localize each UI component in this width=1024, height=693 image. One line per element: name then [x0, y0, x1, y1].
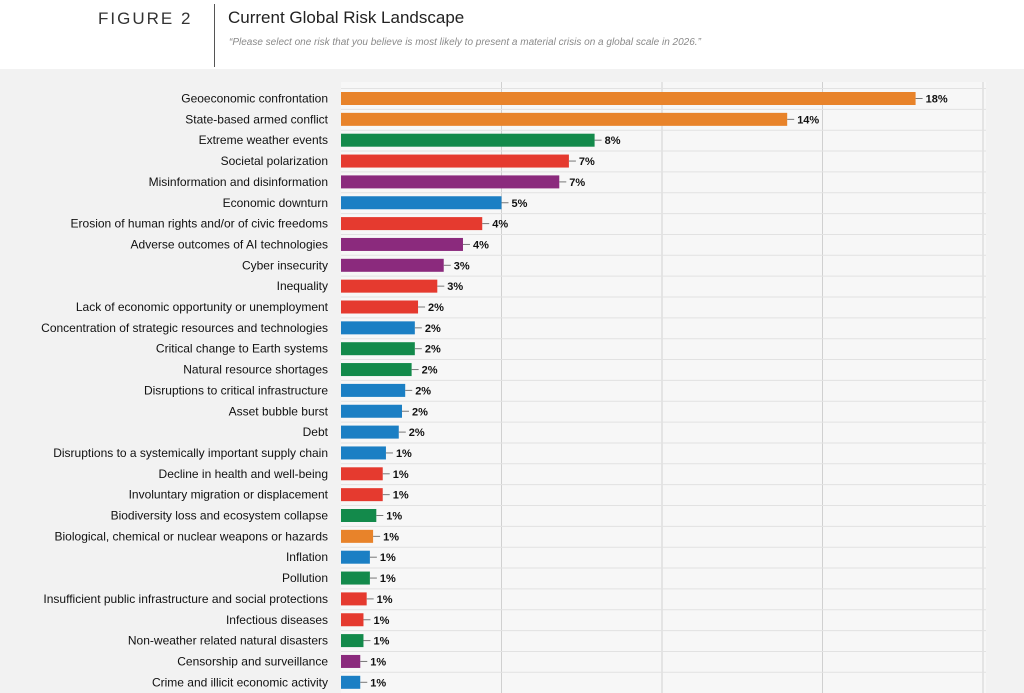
bar [341, 383, 406, 397]
category-label: Adverse outcomes of AI technologies [131, 237, 328, 251]
value-label: 2% [412, 406, 428, 418]
value-label: 7% [579, 156, 595, 168]
chart-title: Current Global Risk Landscape [228, 8, 465, 27]
value-label: 2% [425, 323, 441, 335]
value-label: 1% [393, 490, 409, 502]
category-label: Erosion of human rights and/or of civic … [71, 217, 328, 231]
value-label: 1% [386, 511, 402, 523]
category-label: Natural resource shortages [183, 363, 328, 377]
value-label: 1% [373, 615, 389, 627]
figure-header: FIGURE 2 Current Global Risk Landscape “… [0, 0, 1024, 69]
value-label: 1% [370, 677, 386, 689]
category-label: Decline in health and well-being [159, 467, 328, 481]
value-label: 1% [373, 636, 389, 648]
bar [341, 509, 377, 522]
bar [341, 571, 370, 585]
bar [341, 529, 374, 543]
value-label: 2% [428, 302, 444, 314]
bar [341, 654, 361, 668]
value-label: 3% [454, 260, 470, 272]
category-label: Lack of economic opportunity or unemploy… [76, 300, 329, 314]
category-label: State-based armed conflict [185, 112, 328, 126]
bar [341, 425, 399, 439]
category-label: Biodiversity loss and ecosystem collapse [111, 509, 329, 523]
category-label: Critical change to Earth systems [156, 342, 328, 356]
category-label: Censorship and surveillance [177, 654, 328, 668]
category-label: Concentration of strategic resources and… [41, 321, 328, 335]
bar [341, 321, 415, 335]
bar [341, 446, 386, 460]
value-label: 8% [605, 135, 621, 147]
bar [341, 217, 483, 231]
bar [341, 237, 463, 251]
bar [341, 613, 364, 627]
category-label: Crime and illicit economic activity [152, 675, 328, 689]
value-label: 2% [425, 344, 441, 356]
category-label: Biological, chemical or nuclear weapons … [55, 529, 328, 543]
bar [341, 592, 367, 606]
value-label: 18% [926, 94, 948, 106]
category-label: Involuntary migration or displacement [129, 488, 329, 502]
category-label: Inequality [277, 279, 328, 293]
value-label: 1% [393, 469, 409, 481]
value-label: 1% [396, 448, 412, 460]
category-label: Inflation [286, 550, 328, 564]
value-label: 2% [422, 365, 438, 377]
bar [341, 92, 916, 105]
value-label: 2% [415, 385, 431, 397]
bar [341, 300, 419, 314]
category-label: Insufficient public infrastructure and s… [43, 592, 328, 606]
value-label: 1% [370, 656, 386, 668]
category-label: Debt [303, 425, 329, 439]
category-label: Misinformation and disinformation [149, 175, 328, 189]
value-label: 4% [473, 239, 489, 251]
value-label: 2% [409, 427, 425, 439]
bar [341, 675, 361, 689]
bar [341, 279, 438, 293]
category-label: Asset bubble burst [229, 404, 329, 418]
value-label: 4% [492, 219, 508, 231]
header-divider [214, 4, 215, 67]
category-label: Pollution [282, 571, 328, 585]
category-label: Geoeconomic confrontation [181, 92, 328, 106]
bar [341, 404, 402, 418]
value-label: 14% [797, 114, 819, 126]
category-label: Disruptions to critical infrastructure [144, 383, 328, 397]
bar [341, 175, 560, 189]
category-label: Societal polarization [221, 154, 328, 168]
figure-label: FIGURE 2 [98, 9, 193, 28]
bar [341, 258, 444, 272]
value-label: 7% [569, 177, 585, 189]
bar [341, 634, 364, 648]
value-label: 3% [447, 281, 463, 293]
bar [341, 196, 502, 210]
category-label: Economic downturn [223, 196, 328, 210]
bar [341, 133, 595, 147]
bar [341, 112, 788, 126]
category-label: Non-weather related natural disasters [128, 634, 328, 648]
bar [341, 467, 383, 481]
value-label: 1% [380, 573, 396, 585]
value-label: 5% [512, 198, 528, 210]
category-label: Infectious diseases [226, 613, 328, 627]
bar [341, 154, 569, 168]
bar [341, 488, 383, 502]
bar [341, 342, 415, 356]
value-label: 1% [383, 531, 399, 543]
category-label: Extreme weather events [199, 133, 328, 147]
category-label: Disruptions to a systemically important … [53, 446, 328, 460]
bar [341, 550, 370, 564]
chart-subtitle: “Please select one risk that you believe… [229, 37, 701, 48]
value-label: 1% [377, 594, 393, 606]
bar [341, 363, 412, 377]
category-label: Cyber insecurity [242, 258, 328, 272]
value-label: 1% [380, 552, 396, 564]
